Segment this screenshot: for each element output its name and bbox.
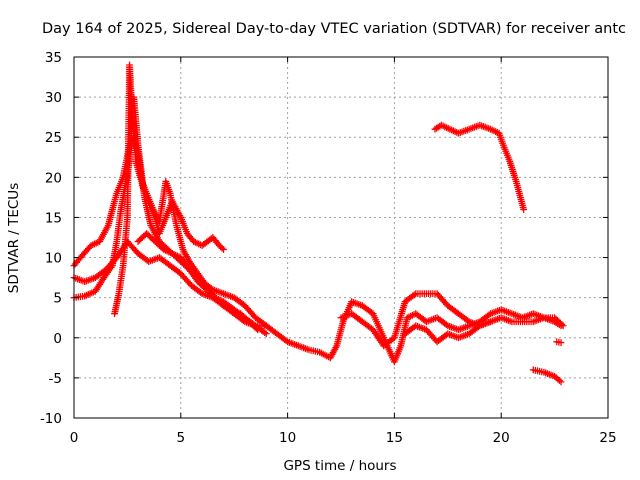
data-point	[559, 322, 567, 330]
x-tick-label: 15	[386, 430, 403, 446]
data-point	[410, 291, 418, 299]
x-tick-label: 0	[70, 430, 79, 446]
y-tick-label: 5	[53, 291, 62, 307]
x-tick-label: 25	[599, 430, 616, 446]
data-point	[557, 339, 565, 346]
data-point	[556, 377, 563, 384]
y-tick-label: 0	[53, 331, 62, 347]
y-axis-label: SDTVAR / TECUs	[6, 183, 22, 293]
data-point	[262, 330, 270, 338]
y-tick-label: 25	[45, 130, 62, 146]
chart-title: Day 164 of 2025, Sidereal Day-to-day VTE…	[42, 21, 626, 37]
y-tick-label: -5	[49, 371, 62, 387]
data-marks	[70, 61, 567, 386]
y-tick-label: 30	[45, 90, 62, 106]
data-point	[261, 321, 269, 328]
x-axis-label: GPS time / hours	[283, 458, 396, 474]
plot-frame	[73, 56, 609, 419]
data-point	[262, 322, 270, 330]
data-point	[557, 378, 565, 386]
series-track-D	[111, 61, 270, 338]
y-tick-label: 10	[45, 251, 62, 267]
data-point	[220, 246, 227, 253]
series-track-E	[134, 230, 262, 334]
data-point	[520, 206, 528, 213]
series-track-F	[337, 290, 494, 350]
y-tick-label: -10	[40, 411, 62, 427]
data-point	[558, 321, 566, 328]
series-track-J	[553, 338, 565, 346]
y-tick-label: 20	[45, 170, 62, 186]
series-track-I	[529, 366, 565, 386]
series-track-H	[431, 121, 528, 213]
data-point	[254, 326, 262, 334]
data-point	[261, 329, 269, 337]
x-tick-label: 20	[493, 430, 510, 446]
y-tick-label: 35	[45, 50, 62, 66]
data-point	[218, 244, 226, 252]
x-tick-label: 10	[279, 430, 296, 446]
series-track-G	[401, 314, 567, 346]
data-point	[252, 325, 260, 332]
y-tick-label: 15	[45, 210, 62, 226]
grid	[74, 57, 608, 418]
x-tick-label: 5	[177, 430, 186, 446]
axis-ticks: 0 5 10 15 20 25 -10 -5 0 5 10 15 20 25 30 35	[40, 50, 617, 446]
